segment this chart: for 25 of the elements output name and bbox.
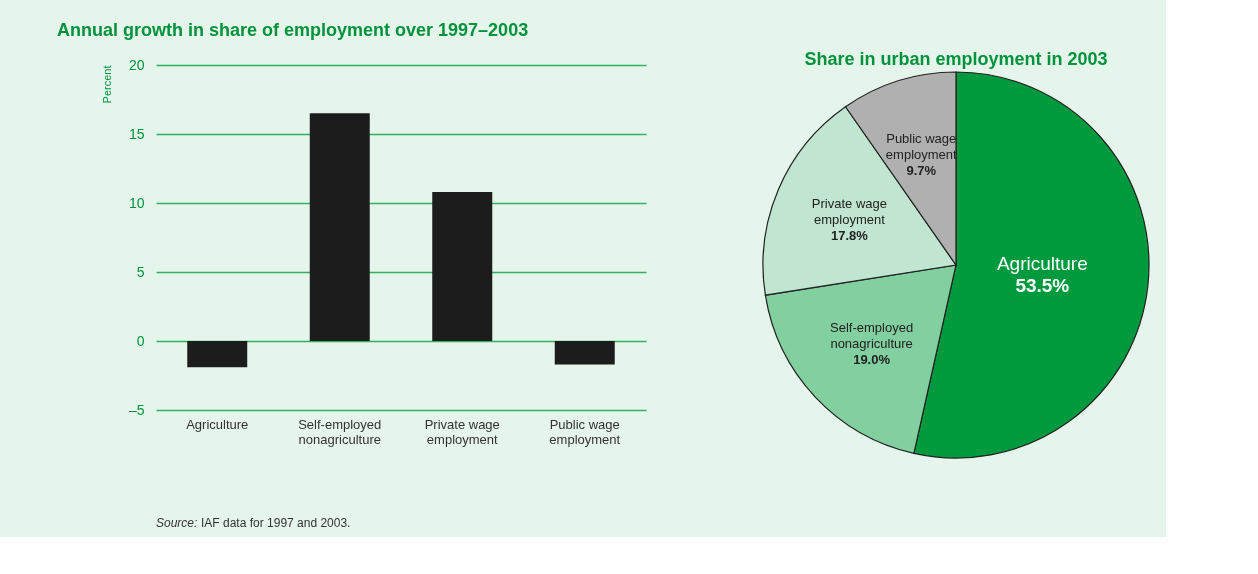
chart-title: Annual growth in share of employment over 1997–2003 bbox=[57, 20, 529, 40]
slice-label: Agriculture bbox=[996, 252, 1088, 274]
x-tick-label: Self-employed nonagriculture bbox=[298, 416, 382, 447]
y-tick-label: 0 bbox=[136, 332, 145, 349]
data-label: 19.0% bbox=[853, 352, 891, 368]
data-label: 17.8% bbox=[831, 227, 869, 243]
x-tick-label: Agriculture bbox=[186, 416, 249, 432]
chart-title: Share in urban employment in 2003 bbox=[804, 49, 1108, 69]
bar bbox=[309, 113, 370, 341]
y-tick-label: 10 bbox=[128, 194, 145, 211]
bar bbox=[187, 341, 248, 368]
y-tick-label: 5 bbox=[136, 263, 145, 280]
y-tick-label: 20 bbox=[128, 56, 145, 73]
bar bbox=[432, 191, 493, 341]
y-axis-title: Percent bbox=[100, 65, 113, 104]
bar bbox=[554, 341, 615, 365]
data-label: 9.7% bbox=[906, 162, 937, 178]
y-tick-label: 15 bbox=[128, 125, 145, 142]
slice-label: Self-employed nonagriculture bbox=[830, 320, 914, 352]
x-tick-label: Public wage employment bbox=[549, 416, 621, 447]
source-note: Source: IAF data for 1997 and 2003. bbox=[156, 516, 351, 530]
data-label: 53.5% bbox=[1015, 274, 1070, 296]
y-tick-label: –5 bbox=[128, 401, 145, 418]
slice-label: Private wage employment bbox=[811, 195, 888, 227]
x-tick-label: Private wage employment bbox=[424, 416, 500, 447]
